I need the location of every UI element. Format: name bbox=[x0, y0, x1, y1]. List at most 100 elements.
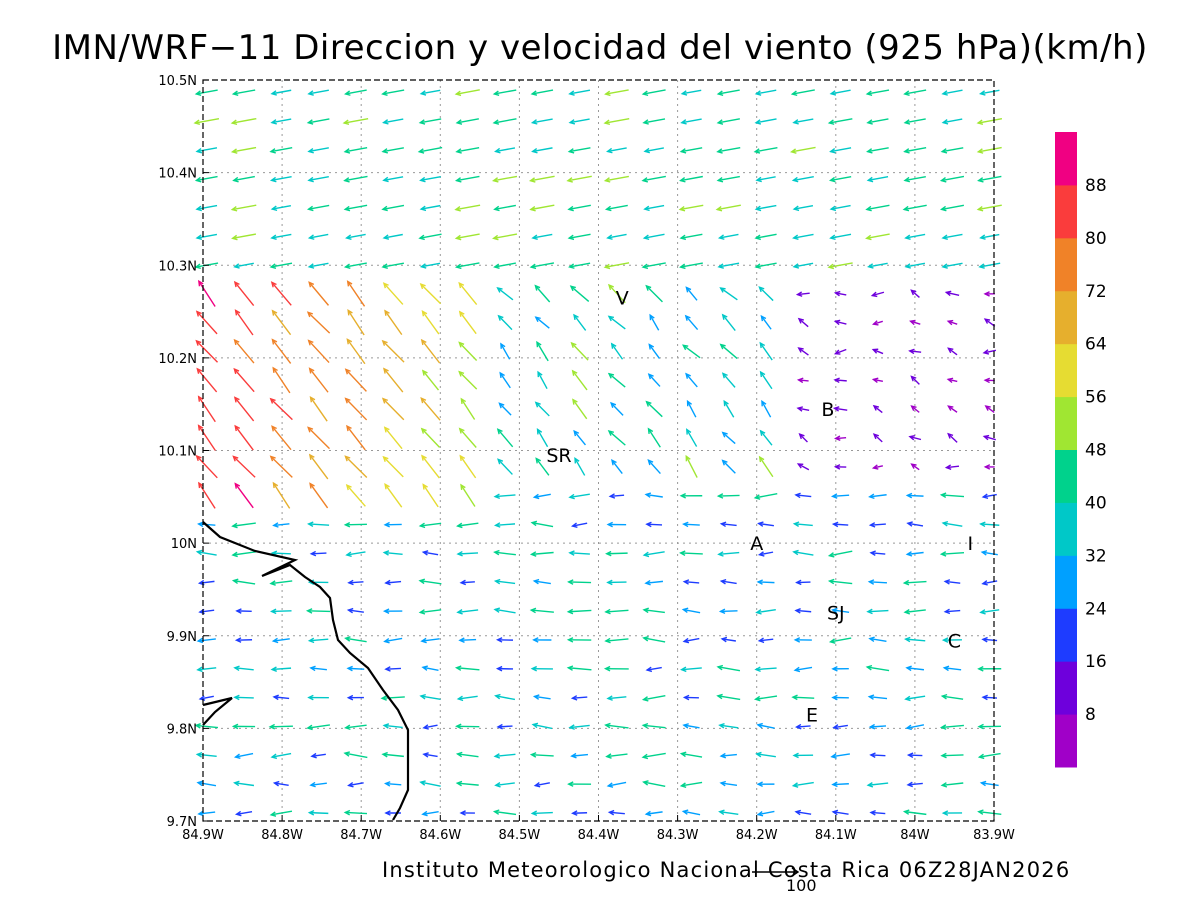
wind-arrow bbox=[385, 484, 402, 507]
wind-arrow bbox=[608, 148, 627, 153]
colorbar-label: 24 bbox=[1085, 599, 1107, 619]
wind-arrow bbox=[683, 345, 700, 358]
wind-arrow bbox=[312, 754, 326, 758]
wind-arrow bbox=[831, 206, 850, 211]
wind-arrow bbox=[196, 177, 217, 182]
wind-arrow bbox=[644, 608, 665, 612]
y-tick-label: 10.3N bbox=[158, 259, 197, 274]
wind-arrow bbox=[721, 753, 737, 757]
wind-arrow bbox=[911, 376, 919, 384]
wind-arrow bbox=[647, 402, 663, 417]
wind-arrow bbox=[836, 436, 846, 440]
wind-arrow bbox=[644, 552, 664, 557]
wind-arrow bbox=[349, 783, 364, 787]
wind-arrow bbox=[608, 696, 626, 700]
wind-arrow bbox=[799, 378, 809, 382]
wind-arrow bbox=[793, 177, 813, 182]
wind-arrow bbox=[235, 666, 254, 670]
wind-arrow bbox=[346, 369, 367, 391]
wind-arrow bbox=[232, 205, 256, 211]
wind-arrow bbox=[612, 344, 623, 359]
wind-arrow bbox=[420, 610, 441, 614]
wind-arrow bbox=[383, 399, 404, 420]
colorbar-label: 64 bbox=[1085, 335, 1107, 355]
wind-arrow bbox=[345, 752, 367, 758]
colorbar-label: 16 bbox=[1085, 652, 1107, 672]
wind-arrow bbox=[461, 485, 475, 507]
wind-arrow bbox=[311, 551, 326, 555]
wind-arrow bbox=[721, 782, 737, 786]
wind-arrow bbox=[643, 724, 665, 728]
wind-arrow bbox=[644, 781, 666, 786]
wind-arrow bbox=[980, 263, 1000, 268]
wind-arrow bbox=[197, 148, 217, 153]
wind-arrow bbox=[421, 206, 440, 211]
wind-arrow bbox=[346, 399, 367, 420]
wind-arrow bbox=[197, 753, 216, 757]
wind-arrow bbox=[385, 428, 402, 449]
wind-arrow bbox=[722, 637, 736, 641]
wind-arrow bbox=[309, 811, 328, 815]
wind-arrow bbox=[385, 609, 403, 613]
y-tick-label: 9.9N bbox=[167, 630, 197, 645]
wind-arrow bbox=[644, 234, 664, 239]
wind-arrow bbox=[942, 148, 963, 153]
wind-arrow bbox=[645, 148, 664, 153]
wind-arrow bbox=[720, 234, 739, 239]
wind-arrow bbox=[235, 340, 254, 363]
wind-arrow bbox=[309, 522, 329, 526]
x-tick-label: 84.4W bbox=[578, 828, 620, 843]
wind-arrow bbox=[723, 461, 736, 474]
wind-arrow bbox=[871, 811, 885, 815]
wind-arrow bbox=[384, 119, 404, 124]
wind-arrow bbox=[574, 431, 585, 445]
wind-arrow bbox=[868, 177, 888, 182]
wind-arrow bbox=[720, 724, 738, 728]
wind-arrow bbox=[681, 176, 703, 181]
wind-arrow bbox=[609, 374, 625, 387]
wind-arrow bbox=[494, 176, 517, 182]
wind-arrow bbox=[834, 407, 847, 411]
wind-arrow bbox=[457, 666, 480, 670]
wind-arrow bbox=[311, 782, 327, 786]
wind-arrow bbox=[347, 339, 365, 363]
coastline bbox=[203, 698, 232, 725]
wind-arrow bbox=[981, 90, 1000, 95]
wind-arrow bbox=[873, 349, 883, 353]
wind-arrow bbox=[274, 782, 288, 786]
wind-arrow bbox=[869, 263, 888, 268]
wind-arrow bbox=[496, 148, 515, 153]
wind-arrow bbox=[272, 754, 291, 759]
wind-arrow bbox=[870, 523, 885, 527]
wind-arrow bbox=[536, 317, 550, 328]
wind-arrow bbox=[273, 368, 290, 393]
colorbar-segment bbox=[1055, 608, 1077, 661]
wind-arrow bbox=[684, 522, 700, 526]
wind-arrow bbox=[345, 176, 368, 181]
wind-arrow bbox=[643, 176, 666, 181]
wind-arrow bbox=[349, 580, 364, 584]
wind-arrow bbox=[531, 753, 553, 757]
wind-arrow bbox=[197, 456, 218, 478]
wind-arrow bbox=[384, 724, 403, 728]
wind-arrow bbox=[456, 90, 480, 96]
y-tick-label: 9.8N bbox=[167, 722, 197, 737]
wind-arrow bbox=[570, 119, 590, 124]
wind-arrow bbox=[643, 753, 666, 758]
wind-arrow bbox=[905, 177, 926, 182]
wind-arrow bbox=[233, 523, 256, 528]
wind-arrow bbox=[421, 398, 440, 420]
wind-arrow bbox=[830, 579, 853, 583]
wind-arrow bbox=[718, 119, 740, 124]
wind-arrow bbox=[498, 288, 513, 300]
wind-arrow bbox=[199, 426, 216, 451]
x-tick-label: 84.3W bbox=[657, 828, 699, 843]
y-tick-label: 9.7N bbox=[167, 815, 197, 830]
wind-arrow bbox=[833, 494, 850, 498]
colorbar-segment bbox=[1055, 185, 1077, 238]
reference-vector-label: 100 bbox=[786, 876, 817, 895]
wind-arrow bbox=[198, 667, 216, 671]
wind-arrow bbox=[572, 754, 588, 758]
wind-arrow bbox=[574, 315, 586, 330]
wind-arrow bbox=[422, 456, 439, 478]
